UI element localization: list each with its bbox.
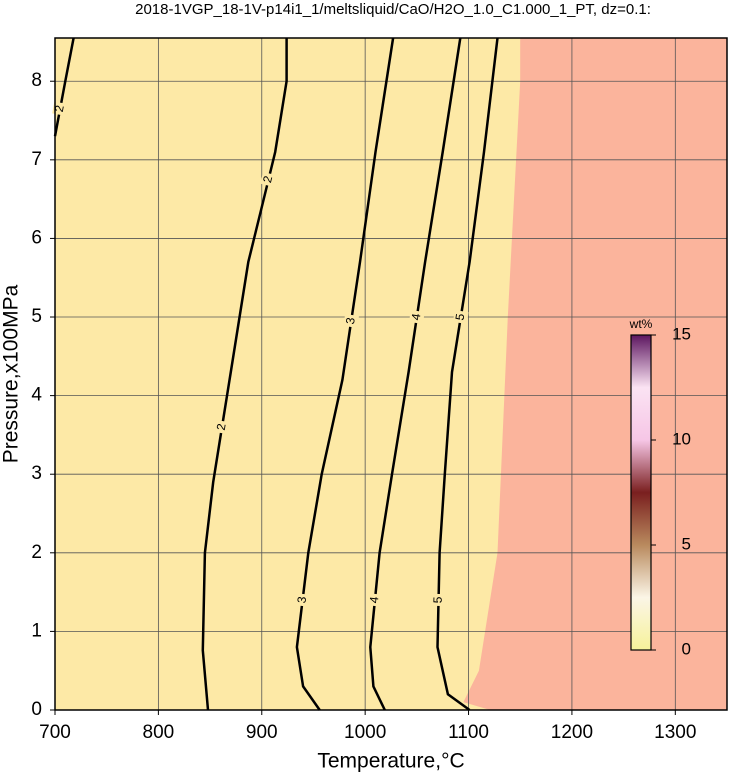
x-tick-label: 1100 <box>448 722 489 743</box>
colorbar-tick-label: 0 <box>682 639 691 658</box>
x-tick-label: 1000 <box>344 722 386 743</box>
x-axis-label: Temperature,°C <box>317 750 464 773</box>
colorbar-label: wt% <box>629 317 653 331</box>
plot-frame <box>54 37 728 711</box>
contour-label: 5 <box>431 596 445 603</box>
x-tick-label: 700 <box>39 722 71 743</box>
contour-label: 2 <box>214 422 229 431</box>
contour-label: 2 <box>52 104 67 113</box>
contour-label: 4 <box>409 312 424 321</box>
contour-label-bg <box>431 593 446 607</box>
colorbar-tick-label: 5 <box>682 534 691 553</box>
y-tick-label: 5 <box>31 306 42 327</box>
contour-label-bg <box>343 313 360 328</box>
colorbar-tick-label: 10 <box>672 429 691 448</box>
contour-line <box>53 37 75 137</box>
x-tick-label: 1200 <box>551 722 593 743</box>
y-tick-label: 8 <box>31 70 42 91</box>
y-tick-label: 0 <box>31 699 42 720</box>
contour-label: 4 <box>367 596 382 604</box>
y-tick-label: 3 <box>31 463 42 484</box>
contour-label-bg <box>452 309 469 325</box>
contour-label: 3 <box>294 595 309 604</box>
contour-line <box>201 38 288 711</box>
contour-label-bg <box>214 420 230 435</box>
y-tick-label: 2 <box>31 542 42 563</box>
x-tick-label: 900 <box>246 722 278 743</box>
contour-label-bg <box>367 593 383 607</box>
colorbar-tick-label: 15 <box>672 324 691 343</box>
liquid-region <box>463 38 727 710</box>
x-tick-label: 1300 <box>654 722 696 743</box>
contour-label-bg <box>260 171 277 187</box>
contour-label-bg <box>52 101 69 116</box>
contour-line <box>436 37 499 712</box>
contour-label: 2 <box>260 174 275 184</box>
contour-label: 3 <box>343 316 358 325</box>
x-tick-label: 800 <box>143 722 175 743</box>
contour-label: 5 <box>453 312 468 321</box>
contour-label-bg <box>409 310 425 324</box>
y-axis-label: Pressure,x100MPa <box>0 284 23 463</box>
y-tick-label: 7 <box>31 149 42 170</box>
y-tick-label: 4 <box>31 385 42 406</box>
chart-title: 2018-1VGP_18-1V-p14i1_1/meltsliquid/CaO/… <box>135 1 651 18</box>
contour-line <box>295 37 395 711</box>
y-tick-label: 1 <box>31 620 42 641</box>
contour-line <box>369 37 462 711</box>
colorbar <box>630 334 652 651</box>
contour-label-bg <box>294 593 311 607</box>
y-tick-label: 6 <box>31 227 42 248</box>
